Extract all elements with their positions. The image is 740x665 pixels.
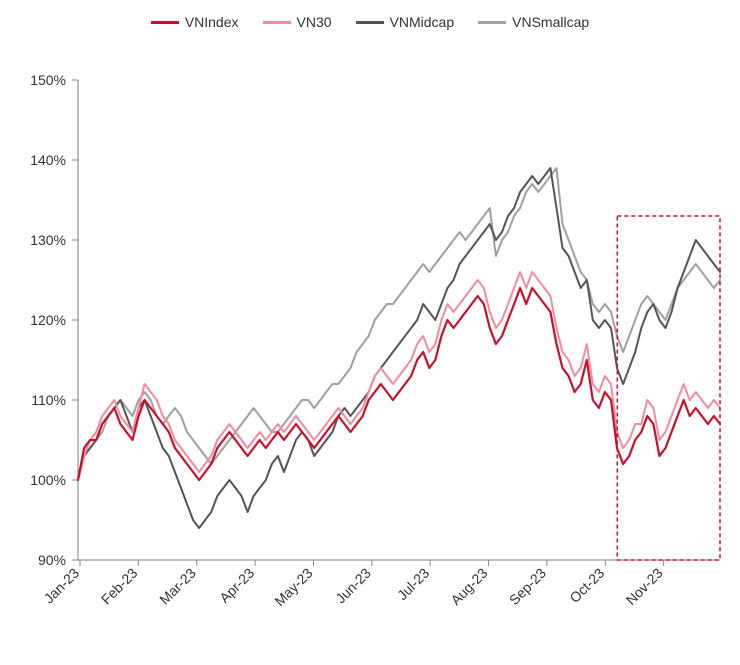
svg-text:100%: 100% bbox=[30, 472, 66, 488]
legend-label: VNSmallcap bbox=[512, 14, 589, 30]
svg-text:Aug-23: Aug-23 bbox=[447, 565, 490, 608]
legend-swatch bbox=[263, 21, 291, 24]
legend-item: VNSmallcap bbox=[478, 14, 589, 30]
svg-text:Jun-23: Jun-23 bbox=[332, 565, 374, 607]
svg-text:150%: 150% bbox=[30, 72, 66, 88]
legend-label: VNMidcap bbox=[390, 14, 455, 30]
legend-label: VN30 bbox=[297, 14, 332, 30]
svg-text:130%: 130% bbox=[30, 232, 66, 248]
svg-text:Oct-23: Oct-23 bbox=[566, 565, 607, 606]
svg-text:120%: 120% bbox=[30, 312, 66, 328]
svg-text:Apr-23: Apr-23 bbox=[216, 565, 257, 606]
svg-text:Jul-23: Jul-23 bbox=[394, 565, 432, 603]
svg-text:Nov-23: Nov-23 bbox=[623, 565, 666, 608]
legend-item: VN30 bbox=[263, 14, 332, 30]
legend: VNIndex VN30 VNMidcap VNSmallcap bbox=[0, 0, 740, 30]
legend-swatch bbox=[478, 21, 506, 24]
svg-text:May-23: May-23 bbox=[271, 565, 315, 609]
legend-label: VNIndex bbox=[185, 14, 239, 30]
svg-text:Jan-23: Jan-23 bbox=[41, 565, 83, 607]
svg-text:Mar-23: Mar-23 bbox=[156, 565, 199, 608]
line-chart: 90% 100% 110% 120% 130% 140% 150% Jan-23 Feb-23 M… bbox=[0, 30, 740, 665]
chart-container: VNIndex VN30 VNMidcap VNSmallcap 90% 100% 110… bbox=[0, 0, 740, 635]
svg-text:90%: 90% bbox=[38, 552, 66, 568]
legend-swatch bbox=[151, 21, 179, 24]
legend-swatch bbox=[356, 21, 384, 24]
svg-text:Sep-23: Sep-23 bbox=[506, 565, 549, 608]
legend-item: VNMidcap bbox=[356, 14, 455, 30]
svg-text:Feb-23: Feb-23 bbox=[98, 565, 141, 608]
svg-text:140%: 140% bbox=[30, 152, 66, 168]
svg-text:110%: 110% bbox=[31, 392, 66, 408]
legend-item: VNIndex bbox=[151, 14, 239, 30]
